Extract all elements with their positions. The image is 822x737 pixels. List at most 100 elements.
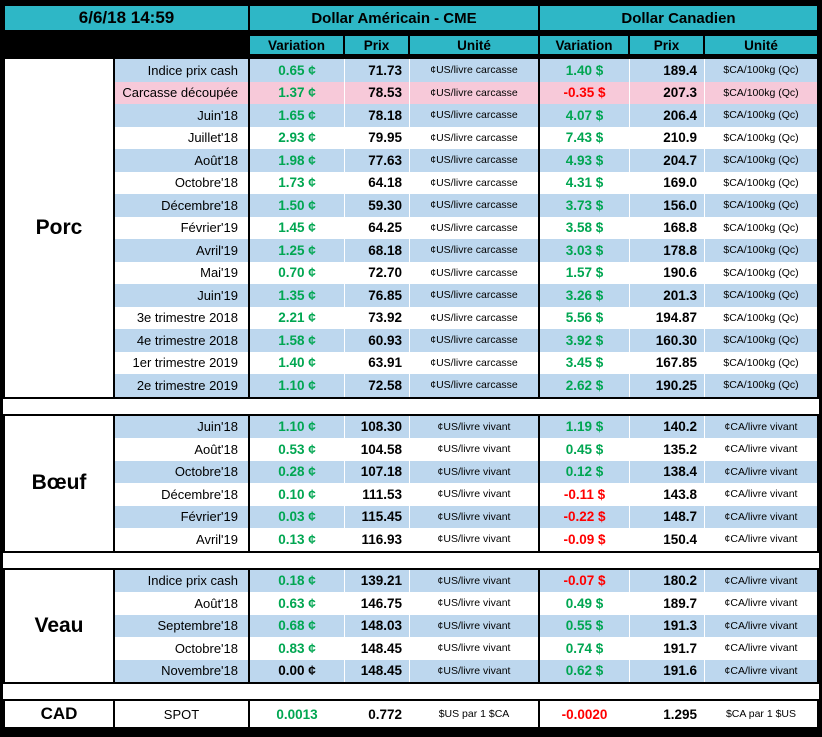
ca-unit-cell: ¢CA/livre vivant bbox=[705, 438, 817, 461]
us-unit-cell: ¢US/livre carcasse bbox=[410, 261, 540, 284]
ca-price-cell: 150.4 bbox=[630, 528, 705, 551]
row-label-cell: Octobre'18 bbox=[115, 637, 250, 660]
ca-unit-cell: $CA/100kg (Qc) bbox=[705, 149, 817, 172]
us-variation-cell: 0.18 ¢ bbox=[250, 569, 345, 592]
us-unit-cell: ¢US/livre vivant bbox=[410, 592, 540, 615]
row-label-cell: SPOT bbox=[115, 701, 250, 727]
us-variation-cell: 0.10 ¢ bbox=[250, 483, 345, 506]
ca-variation-cell: 2.62 $ bbox=[540, 374, 630, 397]
row-label-cell: 1er trimestre 2019 bbox=[115, 351, 250, 374]
us-unit-cell: ¢US/livre vivant bbox=[410, 460, 540, 483]
us-unit-cell: $US par 1 $CA bbox=[410, 701, 540, 727]
ca-unit-cell: $CA par 1 $US bbox=[705, 701, 817, 727]
us-variation-cell: 1.37 ¢ bbox=[250, 81, 345, 104]
ca-price-cell: 189.4 bbox=[630, 59, 705, 82]
us-variation-cell: 0.28 ¢ bbox=[250, 460, 345, 483]
us-variation-cell: 1.40 ¢ bbox=[250, 351, 345, 374]
us-unit-cell: ¢US/livre vivant bbox=[410, 438, 540, 461]
us-unit-cell: ¢US/livre vivant bbox=[410, 528, 540, 551]
us-price-cell: 148.03 bbox=[345, 614, 410, 637]
us-unit-cell: ¢US/livre vivant bbox=[410, 569, 540, 592]
sections-container: Porc Indice prix cash 0.65 ¢ 71.73 ¢US/l… bbox=[3, 57, 819, 729]
us-price-cell: 78.53 bbox=[345, 81, 410, 104]
ca-unit-cell: ¢CA/livre vivant bbox=[705, 569, 817, 592]
section-cad: CAD SPOT 0.0013 0.772 $US par 1 $CA -0.0… bbox=[3, 699, 819, 729]
usd-variation-column-header: Variation bbox=[250, 36, 345, 54]
ca-price-cell: 169.0 bbox=[630, 171, 705, 194]
ca-unit-cell: ¢CA/livre vivant bbox=[705, 592, 817, 615]
ca-price-cell: 138.4 bbox=[630, 460, 705, 483]
ca-price-cell: 135.2 bbox=[630, 438, 705, 461]
row-label-cell: Février'19 bbox=[115, 505, 250, 528]
ca-unit-cell: $CA/100kg (Qc) bbox=[705, 374, 817, 397]
ca-unit-cell: $CA/100kg (Qc) bbox=[705, 81, 817, 104]
ca-price-cell: 148.7 bbox=[630, 505, 705, 528]
us-unit-cell: ¢US/livre carcasse bbox=[410, 59, 540, 82]
row-label-cell: Octobre'18 bbox=[115, 460, 250, 483]
ca-unit-cell: $CA/100kg (Qc) bbox=[705, 171, 817, 194]
us-price-cell: 71.73 bbox=[345, 59, 410, 82]
us-price-cell: 146.75 bbox=[345, 592, 410, 615]
ca-variation-cell: 3.73 $ bbox=[540, 194, 630, 217]
us-price-cell: 77.63 bbox=[345, 149, 410, 172]
section-gap bbox=[3, 398, 819, 414]
ca-variation-cell: 1.40 $ bbox=[540, 59, 630, 82]
us-variation-cell: 0.63 ¢ bbox=[250, 592, 345, 615]
ca-price-cell: 189.7 bbox=[630, 592, 705, 615]
ca-price-cell: 206.4 bbox=[630, 104, 705, 127]
ca-variation-cell: 1.19 $ bbox=[540, 415, 630, 438]
ca-price-cell: 201.3 bbox=[630, 284, 705, 307]
us-price-cell: 116.93 bbox=[345, 528, 410, 551]
ca-unit-cell: $CA/100kg (Qc) bbox=[705, 126, 817, 149]
row-label-cell: Juillet'18 bbox=[115, 126, 250, 149]
us-unit-cell: ¢US/livre vivant bbox=[410, 659, 540, 682]
us-variation-cell: 2.21 ¢ bbox=[250, 306, 345, 329]
ca-unit-cell: ¢CA/livre vivant bbox=[705, 483, 817, 506]
ca-price-cell: 191.7 bbox=[630, 637, 705, 660]
ca-variation-cell: 1.57 $ bbox=[540, 261, 630, 284]
ca-variation-cell: -0.22 $ bbox=[540, 505, 630, 528]
section-label: Porc bbox=[5, 59, 115, 397]
ca-variation-cell: -0.07 $ bbox=[540, 569, 630, 592]
row-label-cell: Août'18 bbox=[115, 438, 250, 461]
section-boeuf: Bœuf Juin'18 1.10 ¢ 108.30 ¢US/livre viv… bbox=[3, 413, 819, 553]
us-variation-cell: 1.58 ¢ bbox=[250, 329, 345, 352]
ca-variation-cell: 5.56 $ bbox=[540, 306, 630, 329]
us-variation-cell: 0.00 ¢ bbox=[250, 659, 345, 682]
table-subheader: Variation Prix Unité Variation Prix Unit… bbox=[3, 34, 819, 56]
ca-variation-cell: 0.12 $ bbox=[540, 460, 630, 483]
row-label-cell: Mai'19 bbox=[115, 261, 250, 284]
us-price-cell: 139.21 bbox=[345, 569, 410, 592]
ca-unit-cell: ¢CA/livre vivant bbox=[705, 505, 817, 528]
us-unit-cell: ¢US/livre carcasse bbox=[410, 171, 540, 194]
report-timestamp: 6/6/18 14:59 bbox=[5, 6, 250, 30]
cad-prix-column-header: Prix bbox=[630, 36, 705, 54]
us-variation-cell: 2.93 ¢ bbox=[250, 126, 345, 149]
ca-unit-cell: $CA/100kg (Qc) bbox=[705, 239, 817, 262]
us-unit-cell: ¢US/livre carcasse bbox=[410, 126, 540, 149]
ca-variation-cell: 0.62 $ bbox=[540, 659, 630, 682]
us-price-cell: 78.18 bbox=[345, 104, 410, 127]
row-label-cell: Juin'19 bbox=[115, 284, 250, 307]
us-price-cell: 72.58 bbox=[345, 374, 410, 397]
ca-unit-cell: $CA/100kg (Qc) bbox=[705, 104, 817, 127]
row-label-cell: Août'18 bbox=[115, 592, 250, 615]
us-price-cell: 76.85 bbox=[345, 284, 410, 307]
us-unit-cell: ¢US/livre carcasse bbox=[410, 216, 540, 239]
ca-unit-cell: ¢CA/livre vivant bbox=[705, 637, 817, 660]
row-label-cell: 2e trimestre 2019 bbox=[115, 374, 250, 397]
section-gap bbox=[3, 684, 819, 699]
us-variation-cell: 1.25 ¢ bbox=[250, 239, 345, 262]
us-price-cell: 108.30 bbox=[345, 415, 410, 438]
cad-unite-column-header: Unité bbox=[705, 36, 817, 54]
ca-variation-cell: 3.45 $ bbox=[540, 351, 630, 374]
ca-unit-cell: $CA/100kg (Qc) bbox=[705, 261, 817, 284]
us-unit-cell: ¢US/livre vivant bbox=[410, 483, 540, 506]
ca-price-cell: 194.87 bbox=[630, 306, 705, 329]
us-variation-cell: 0.65 ¢ bbox=[250, 59, 345, 82]
row-label-cell: Indice prix cash bbox=[115, 59, 250, 82]
usd-prix-column-header: Prix bbox=[345, 36, 410, 54]
ca-variation-cell: 4.93 $ bbox=[540, 149, 630, 172]
ca-unit-cell: $CA/100kg (Qc) bbox=[705, 284, 817, 307]
section-veau: Veau Indice prix cash 0.18 ¢ 139.21 ¢US/… bbox=[3, 567, 819, 684]
